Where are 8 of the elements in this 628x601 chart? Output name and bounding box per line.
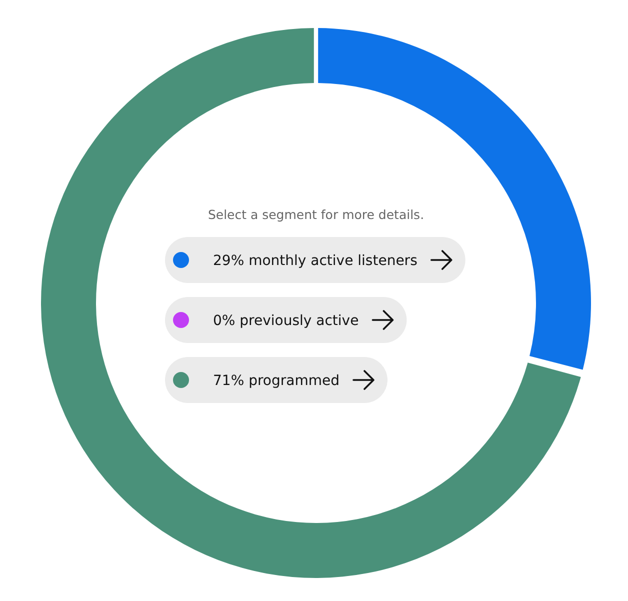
legend-label: previously active bbox=[240, 313, 359, 329]
text: Select a segment for more details. bbox=[208, 207, 424, 222]
data-label: 71% bbox=[213, 373, 244, 389]
data-label: 29% bbox=[213, 253, 244, 269]
text: 0% bbox=[213, 313, 236, 329]
donut-slice bbox=[41, 28, 581, 578]
slice-label: programmed bbox=[248, 373, 340, 389]
slice-label: monthly active listeners bbox=[248, 253, 418, 269]
